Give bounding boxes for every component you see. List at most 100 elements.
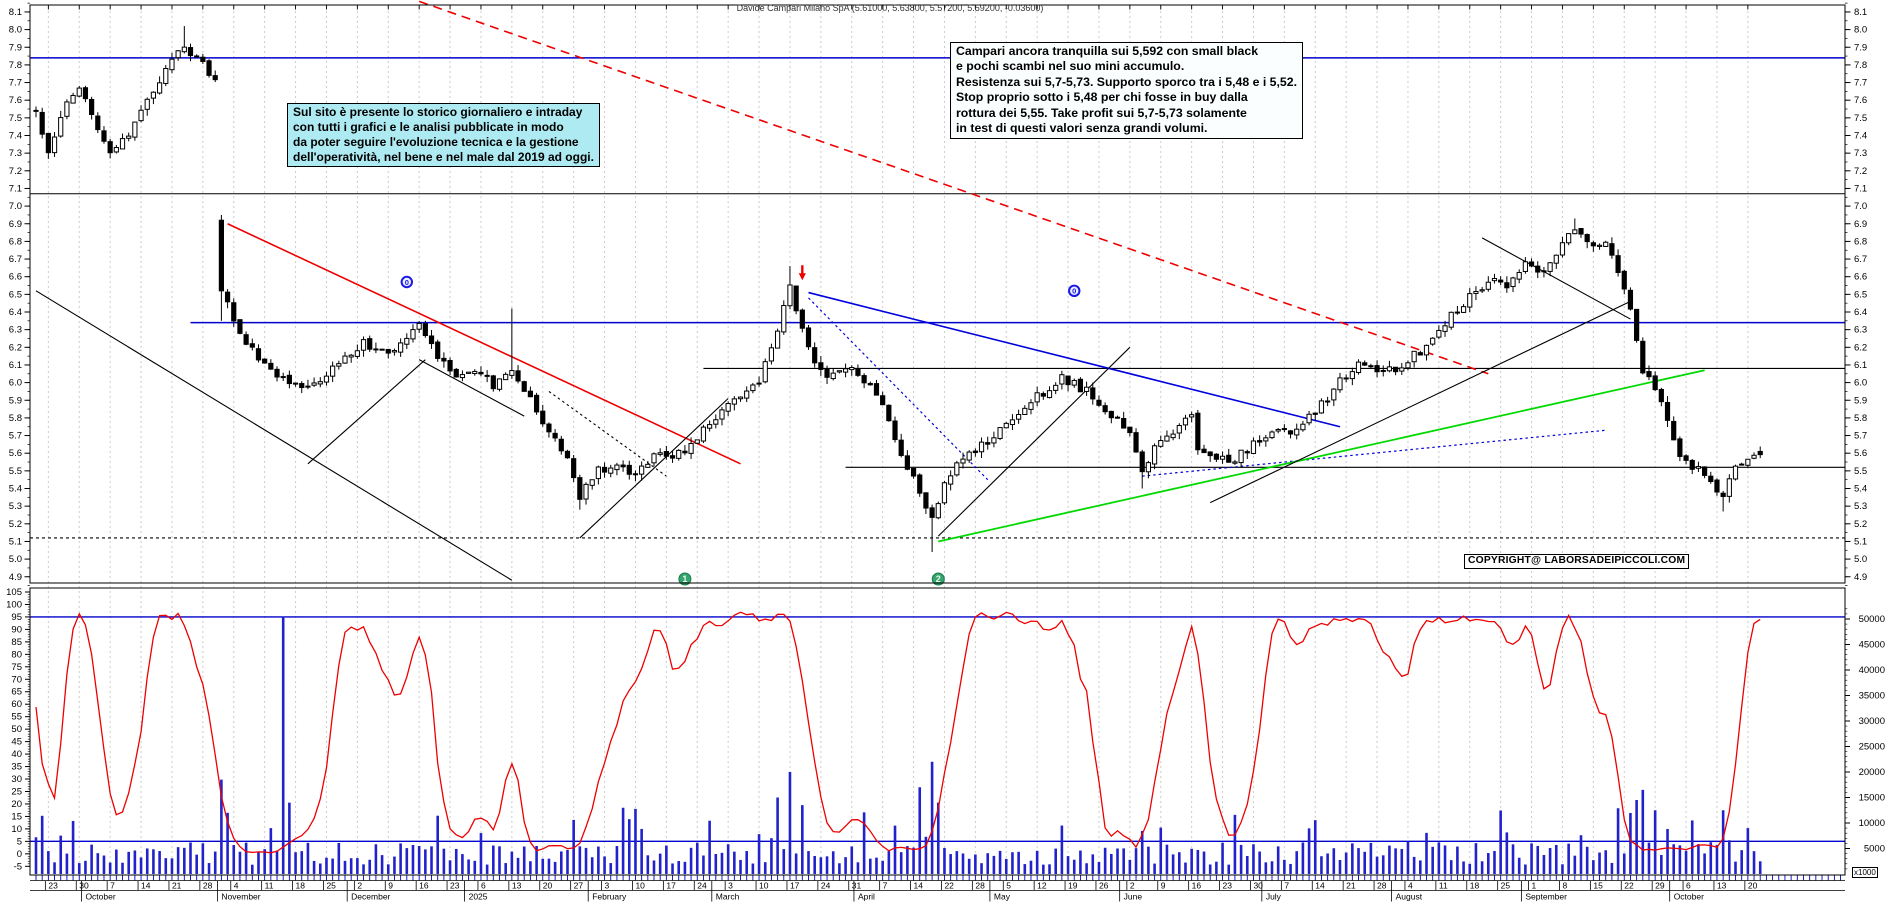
markers: 0 0 1 2: [400, 265, 1081, 586]
svg-text:6.3: 6.3: [9, 325, 22, 336]
svg-text:5.7: 5.7: [9, 431, 22, 442]
svg-text:65: 65: [11, 687, 22, 698]
cycle-zero-marker: 0: [1068, 284, 1081, 298]
svg-text:80: 80: [11, 649, 22, 660]
svg-text:50: 50: [11, 724, 22, 735]
svg-text:20: 20: [1748, 881, 1758, 891]
svg-text:1: 1: [1532, 881, 1537, 891]
svg-text:6.1: 6.1: [1854, 360, 1867, 371]
svg-text:5.8: 5.8: [9, 413, 22, 424]
svg-text:4: 4: [1408, 881, 1413, 891]
svg-text:6.4: 6.4: [9, 307, 22, 318]
svg-text:7.1: 7.1: [9, 183, 22, 194]
svg-text:11: 11: [1439, 881, 1448, 891]
svg-text:2: 2: [936, 574, 941, 584]
svg-text:6.6: 6.6: [1854, 272, 1867, 283]
svg-text:7.9: 7.9: [9, 42, 22, 53]
svg-text:0: 0: [17, 849, 22, 860]
svg-text:23: 23: [1223, 881, 1233, 891]
svg-text:95: 95: [11, 612, 22, 623]
svg-text:30: 30: [1253, 881, 1263, 891]
svg-text:5.3: 5.3: [9, 501, 22, 512]
svg-text:105: 105: [6, 587, 22, 598]
svg-text:5.2: 5.2: [9, 519, 22, 530]
svg-text:7.1: 7.1: [1854, 183, 1867, 194]
svg-text:45000: 45000: [1859, 640, 1885, 651]
svg-text:7.5: 7.5: [1854, 113, 1867, 124]
svg-text:6.8: 6.8: [1854, 236, 1867, 247]
svg-text:March: March: [716, 892, 740, 902]
svg-text:8: 8: [1562, 881, 1567, 891]
svg-text:20: 20: [543, 881, 553, 891]
svg-text:15: 15: [1593, 881, 1603, 891]
svg-text:31: 31: [852, 881, 862, 891]
svg-text:14: 14: [914, 881, 924, 891]
svg-text:28: 28: [975, 881, 985, 891]
svg-text:17: 17: [666, 881, 676, 891]
svg-text:August: August: [1396, 892, 1423, 902]
svg-text:6.9: 6.9: [1854, 219, 1867, 230]
svg-text:10: 10: [635, 881, 645, 891]
svg-text:10: 10: [11, 824, 22, 835]
svg-text:85: 85: [11, 637, 22, 648]
svg-text:28: 28: [1377, 881, 1387, 891]
volume-axis: 50000 45000 40000 35000 30000 25000 20000 15000…: [1845, 608, 1885, 870]
svg-text:15000: 15000: [1859, 793, 1885, 804]
svg-text:25: 25: [326, 881, 336, 891]
svg-text:20000: 20000: [1859, 767, 1885, 778]
svg-text:4.9: 4.9: [9, 572, 22, 583]
svg-text:22: 22: [1624, 881, 1634, 891]
svg-text:21: 21: [172, 881, 182, 891]
svg-text:11: 11: [265, 881, 274, 891]
svg-text:3: 3: [605, 881, 610, 891]
svg-text:6.9: 6.9: [9, 219, 22, 230]
wave-number-marker: 2: [931, 572, 945, 586]
svg-text:18: 18: [1470, 881, 1480, 891]
svg-text:5000: 5000: [1864, 844, 1885, 855]
svg-text:5.5: 5.5: [9, 466, 22, 477]
sell-arrow-icon: [798, 265, 806, 281]
svg-text:6.6: 6.6: [9, 272, 22, 283]
svg-text:10000: 10000: [1859, 818, 1885, 829]
svg-text:6.8: 6.8: [9, 236, 22, 247]
svg-text:5.9: 5.9: [9, 395, 22, 406]
svg-text:7.0: 7.0: [1854, 201, 1867, 212]
svg-text:35: 35: [11, 762, 22, 773]
top-axis-ticks: [47, 5, 1749, 10]
svg-text:7.8: 7.8: [9, 60, 22, 71]
svg-text:8.0: 8.0: [1854, 25, 1867, 36]
svg-text:5.1: 5.1: [9, 536, 22, 547]
svg-text:5.4: 5.4: [9, 484, 22, 495]
svg-text:90: 90: [11, 624, 22, 635]
svg-text:6.3: 6.3: [1854, 325, 1867, 336]
svg-text:55: 55: [11, 712, 22, 723]
svg-text:16: 16: [419, 881, 429, 891]
svg-text:6: 6: [1686, 881, 1691, 891]
svg-text:23: 23: [48, 881, 58, 891]
copyright-badge: COPYRIGHT@ LABORSADEIPICCOLI.COM: [1464, 554, 1690, 569]
svg-text:5.6: 5.6: [1854, 448, 1867, 459]
svg-text:7.5: 7.5: [9, 113, 22, 124]
svg-text:6.5: 6.5: [9, 289, 22, 300]
svg-text:6.5: 6.5: [1854, 289, 1867, 300]
svg-text:17: 17: [790, 881, 800, 891]
svg-text:25000: 25000: [1859, 742, 1885, 753]
svg-text:35000: 35000: [1859, 691, 1885, 702]
oscillator-line: [35, 611, 1761, 854]
svg-text:50000: 50000: [1859, 614, 1885, 625]
svg-text:21: 21: [1346, 881, 1356, 891]
svg-text:13: 13: [512, 881, 522, 891]
svg-text:7.3: 7.3: [1854, 148, 1867, 159]
svg-text:7.7: 7.7: [9, 78, 22, 89]
svg-text:5: 5: [17, 836, 22, 847]
svg-text:2025: 2025: [469, 892, 488, 902]
svg-text:40000: 40000: [1859, 665, 1885, 676]
svg-text:February: February: [592, 892, 627, 902]
svg-text:12: 12: [1037, 881, 1047, 891]
svg-text:75: 75: [11, 662, 22, 673]
svg-text:8.1: 8.1: [1854, 7, 1867, 18]
svg-text:30: 30: [79, 881, 89, 891]
svg-text:5.4: 5.4: [1854, 484, 1867, 495]
svg-text:100: 100: [6, 599, 22, 610]
svg-text:30: 30: [11, 774, 22, 785]
